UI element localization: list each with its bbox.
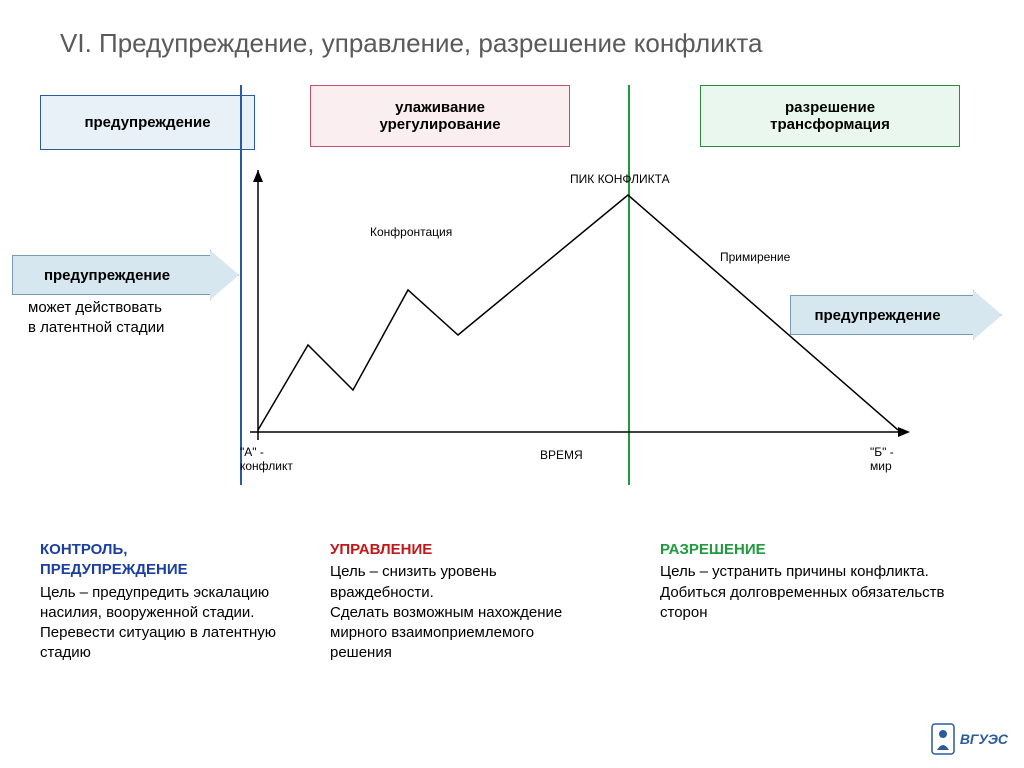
box-settlement-l1: улаживание: [395, 99, 485, 116]
box-resolution: разрешение трансформация: [700, 85, 960, 147]
logo-text: ВГУЭС: [960, 731, 1008, 747]
logo: ВГУЭС: [930, 722, 1008, 756]
box-resolution-l2: трансформация: [770, 116, 890, 133]
arrow-left-label: предупреждение: [44, 267, 170, 284]
label-peak: ПИК КОНФЛИКТА: [570, 172, 670, 186]
col2-hd: УПРАВЛЕНИЕ: [330, 540, 600, 560]
col3-hd: РАЗРЕШЕНИЕ: [660, 540, 960, 560]
arrow-left-prevention: предупреждение: [12, 255, 212, 295]
col1-hd: КОНТРОЛЬ, ПРЕДУПРЕЖДЕНИЕ: [40, 540, 310, 581]
chart-svg: [240, 170, 920, 480]
box-settlement-l2: урегулирование: [379, 116, 500, 133]
col3-body: Цель – устранить причины конфликта. Доби…: [660, 562, 960, 623]
axis-label-a: "A" - конфликт: [240, 445, 293, 474]
arrow-left-subtext: может действовать в латентной стадии: [28, 298, 164, 339]
bottom-col-control: КОНТРОЛЬ, ПРЕДУПРЕЖДЕНИЕ Цель – предупре…: [40, 540, 310, 664]
arrow-left-sub1: может действовать: [28, 298, 164, 318]
arrow-left-sub2: в латентной стадии: [28, 318, 164, 338]
col2-body: Цель – снизить уровень враждебности. Сде…: [330, 562, 600, 663]
logo-icon: [930, 722, 956, 756]
box-prevention: предупреждение: [40, 95, 255, 150]
bottom-col-resolution: РАЗРЕШЕНИЕ Цель – устранить причины конф…: [660, 540, 960, 623]
box-prevention-label: предупреждение: [84, 114, 210, 131]
axis-label-time: ВРЕМЯ: [540, 448, 583, 462]
box-resolution-l1: разрешение: [785, 99, 875, 116]
bottom-col-management: УПРАВЛЕНИЕ Цель – снизить уровень вражде…: [330, 540, 600, 664]
conflict-chart: Конфронтация ПИК КОНФЛИКТА Примирение "A…: [240, 170, 920, 480]
axis-label-b: "Б" - мир: [870, 445, 894, 474]
box-settlement: улаживание урегулирование: [310, 85, 570, 147]
col1-body: Цель – предупредить эскалацию насилия, в…: [40, 583, 310, 664]
slide-title: VI. Предупреждение, управление, разрешен…: [60, 28, 984, 59]
label-reconcile: Примирение: [720, 250, 790, 264]
label-confrontation: Конфронтация: [370, 225, 452, 239]
